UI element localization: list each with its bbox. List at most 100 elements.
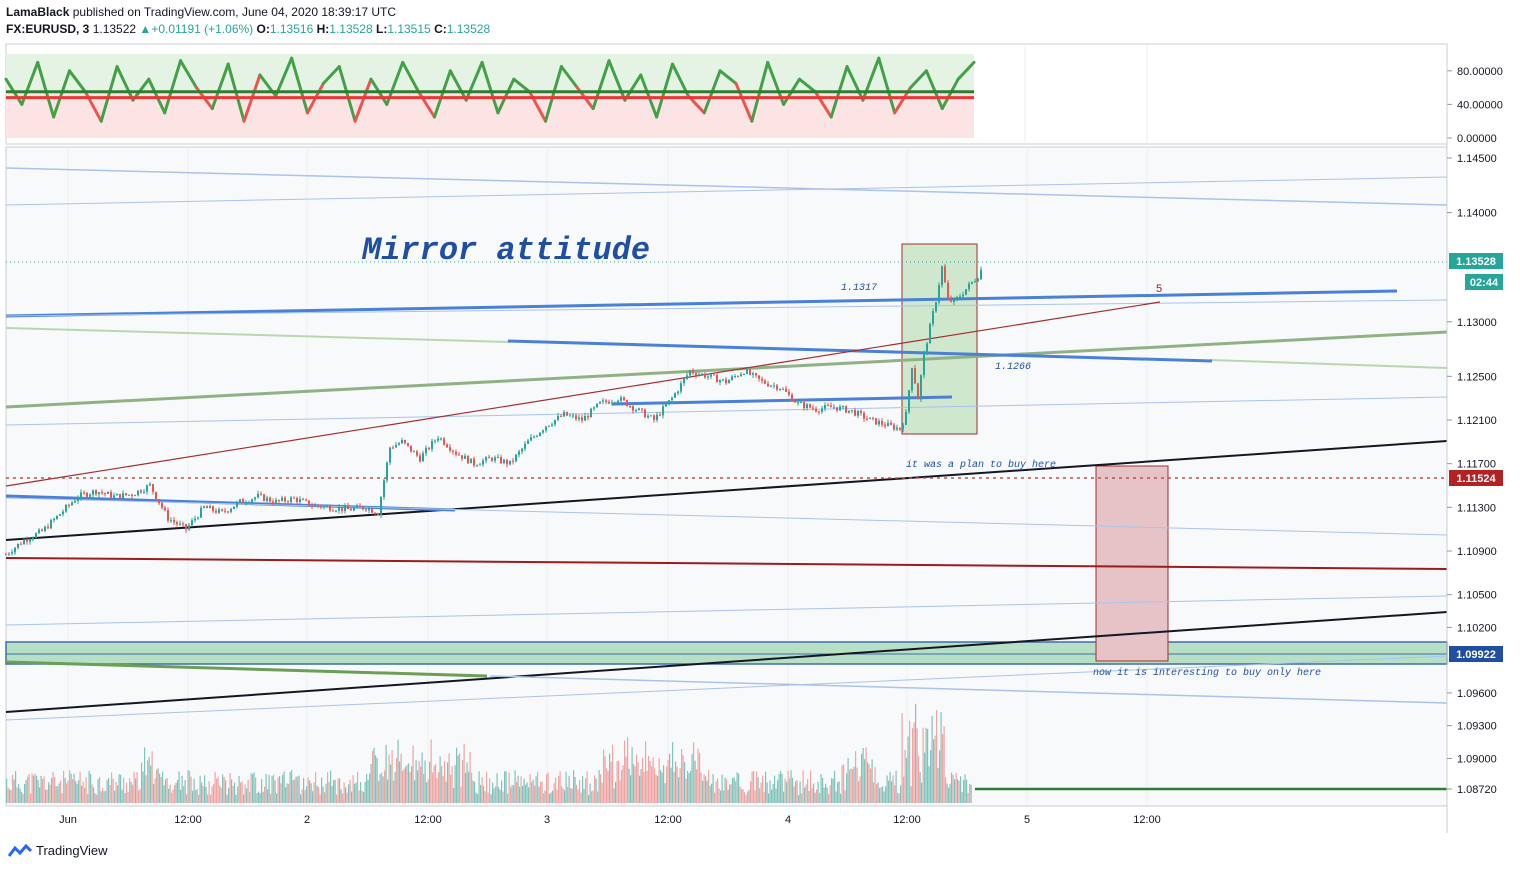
volume-bar (88, 770, 90, 803)
candle-body (764, 380, 766, 384)
volume-bar (459, 753, 461, 803)
countdown-value: 02:44 (1470, 277, 1499, 289)
volume-bar (414, 780, 416, 803)
candle-body (947, 282, 949, 299)
candle-body (944, 266, 946, 283)
time-tick-label: 4 (785, 814, 791, 826)
volume-bar (625, 756, 627, 803)
volume-bar (519, 786, 521, 803)
volume-bar (568, 775, 570, 803)
oscillator-segment (401, 60, 421, 94)
candle-body (593, 407, 595, 409)
candle-body (611, 402, 613, 404)
volume-bar (472, 780, 474, 803)
candle-body (929, 324, 931, 344)
volume-bar (915, 703, 917, 803)
volume-bar (147, 760, 149, 803)
oscillator-segment (36, 60, 56, 119)
volume-bar (687, 770, 689, 803)
volume-bar (774, 775, 776, 803)
oscillator-segment (210, 62, 230, 111)
volume-bar (145, 775, 147, 803)
volume-bar (177, 779, 179, 803)
volume-bar (124, 792, 126, 803)
volume-bar (697, 748, 699, 803)
volume-bar (114, 790, 116, 803)
volume-bar (850, 768, 852, 803)
oscillator-segment (512, 77, 532, 94)
candle-body (974, 281, 976, 283)
candle-body (95, 490, 97, 495)
volume-bar (841, 765, 843, 803)
volume-bar (718, 788, 720, 803)
time-tick-label: 12:00 (1133, 814, 1161, 826)
candle-body (155, 491, 157, 500)
volume-bar (331, 786, 333, 803)
volume-bar (141, 762, 143, 803)
volume-bar (696, 769, 698, 803)
volume-bar (156, 769, 158, 803)
volume-bar (874, 767, 876, 803)
osc-tick-label: 0.00000 (1457, 133, 1497, 145)
published-text: published on TradingView.com, June 04, 2… (72, 5, 397, 19)
volume-bar (399, 761, 401, 803)
volume-bar (246, 788, 248, 803)
candle-body (539, 432, 541, 436)
volume-bar (766, 782, 768, 803)
volume-bar (40, 775, 42, 803)
candle-body (806, 404, 808, 409)
volume-bar (430, 739, 432, 803)
volume-bar (103, 791, 105, 803)
candle-body (533, 436, 535, 438)
volume-bar (267, 789, 269, 803)
candle-body (551, 424, 553, 426)
candle-body (737, 376, 739, 378)
volume-bar (678, 777, 680, 803)
candle-body (422, 453, 424, 462)
candle-body (230, 508, 232, 512)
candle-body (878, 420, 880, 425)
candle-body (50, 520, 52, 529)
volume-bar (727, 789, 729, 803)
volume-bar (379, 774, 381, 803)
volume-bar (753, 770, 755, 803)
candle-body (494, 457, 496, 461)
candle-body (455, 451, 457, 455)
volume-bar (432, 772, 434, 803)
volume-bar (735, 781, 737, 803)
volume-bar (624, 740, 626, 803)
volume-bar (163, 785, 165, 803)
volume-bar (852, 769, 854, 803)
candle-body (332, 510, 334, 512)
author-name[interactable]: LamaBlack (6, 5, 70, 19)
volume-bar (934, 735, 936, 803)
volume-bar (510, 787, 512, 803)
volume-bar (345, 787, 347, 803)
candle-body (725, 379, 727, 384)
volume-bar (192, 790, 194, 803)
volume-bar (22, 794, 24, 803)
volume-bar (220, 787, 222, 803)
volume-bar (159, 773, 161, 803)
candle-body (938, 285, 940, 303)
footer-brand[interactable]: TradingView (8, 843, 108, 858)
volume-bar (204, 775, 206, 803)
volume-bar (757, 777, 759, 803)
volume-bar (949, 783, 951, 803)
candle-body (644, 409, 646, 418)
candle-body (791, 394, 793, 402)
volume-bar (763, 792, 765, 803)
volume-bar (93, 787, 95, 803)
volume-bar (429, 761, 431, 803)
volume-bar (216, 778, 218, 803)
candle-body (836, 407, 838, 411)
price-tick-label: 1.14000 (1457, 208, 1497, 220)
volume-bar (748, 789, 750, 803)
volume-bar (784, 778, 786, 803)
volume-bar (256, 793, 258, 803)
volume-bar (523, 778, 525, 803)
volume-bar (343, 782, 345, 803)
volume-bar (936, 709, 938, 803)
candle-body (188, 525, 190, 530)
